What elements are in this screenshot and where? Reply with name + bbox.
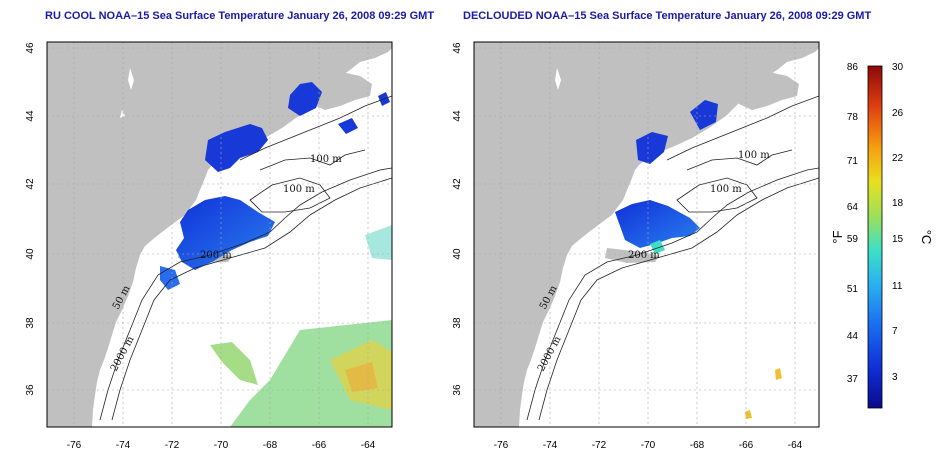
sst-region (160, 266, 180, 290)
contour-label: 100 m (710, 184, 742, 195)
colorbar-c-tick: 30 (892, 62, 904, 73)
colorbar-f-tick: 86 (847, 62, 859, 73)
colorbar: 86 78 71 64 59 51 44 37 30 26 22 18 15 1… (830, 62, 934, 409)
lake (128, 68, 134, 90)
colorbar-f-tick: 78 (847, 112, 859, 123)
lon-tick-label: -70 (214, 440, 229, 451)
lat-tick-label: 46 (452, 42, 463, 54)
depth-contour (666, 95, 819, 161)
sst-warm-streak (210, 342, 258, 385)
colorbar-c-tick: 26 (892, 108, 904, 119)
lake (555, 68, 561, 90)
colorbar-fahrenheit-label: °F (830, 230, 845, 243)
colorbar-f-tick: 37 (847, 374, 859, 385)
lon-tick-label: -72 (165, 440, 180, 451)
lat-tick-label: 42 (25, 178, 36, 190)
contour-label: 200 m (200, 250, 232, 261)
lon-tick-label: -64 (788, 440, 803, 451)
lat-tick-label: 38 (452, 317, 463, 329)
lon-tick-label: -68 (690, 440, 705, 451)
depth-contour (99, 167, 392, 421)
colorbar-f-tick: 44 (847, 331, 859, 342)
sst-cold-region (615, 200, 700, 248)
lon-tick-label: -74 (116, 440, 131, 451)
colorbar-f-tick: 71 (847, 156, 859, 167)
lon-tick-label: -76 (494, 440, 509, 451)
lat-tick-label: 36 (452, 384, 463, 396)
depth-contour (259, 149, 366, 171)
nova-scotia-land (727, 72, 799, 110)
lon-tick-label: -74 (543, 440, 558, 451)
map-frame (46, 41, 393, 428)
sst-speckle (365, 225, 392, 260)
colorbar-f-tick: 51 (847, 284, 859, 295)
sst-region (650, 240, 665, 254)
depth-contour (686, 149, 793, 171)
contour-label: 200 m (628, 250, 660, 261)
colorbar-c-tick: 7 (892, 326, 898, 337)
lat-tick-label: 42 (452, 178, 463, 190)
colorbar-c-tick: 22 (892, 153, 904, 164)
contour-label: 100 m (738, 150, 770, 161)
lon-tick-label: -72 (592, 440, 607, 451)
land-mass (47, 42, 392, 427)
lat-tick-label: 46 (25, 42, 36, 54)
lon-tick-label: -66 (739, 440, 754, 451)
lon-tick-label: -64 (361, 440, 376, 451)
sst-warm-speck (745, 410, 752, 419)
left-map-title: RU COOL NOAA–15 Sea Surface Temperature … (45, 10, 435, 22)
grid-lines (474, 42, 819, 427)
map-frame (473, 41, 820, 428)
contour-label: 100 m (310, 154, 342, 165)
colorbar-c-tick: 18 (892, 198, 904, 209)
depth-contour (239, 95, 392, 161)
lon-tick-label: -76 (67, 440, 82, 451)
lat-tick-label: 44 (452, 110, 463, 122)
lon-tick-label: -68 (263, 440, 278, 451)
sst-cold-region (636, 132, 668, 164)
colorbar-gradient (867, 65, 883, 409)
colorbar-f-tick: 59 (847, 234, 859, 245)
lat-tick-label: 40 (25, 248, 36, 260)
depth-contour (111, 177, 392, 421)
colorbar-c-tick: 3 (892, 372, 898, 383)
left-map: 100 m 100 m 200 m 50 m 2000 m -76 -74 -7… (25, 41, 393, 451)
lon-tick-label: -66 (312, 440, 327, 451)
colorbar-f-tick: 64 (847, 202, 859, 213)
contour-label: 100 m (283, 184, 315, 195)
colorbar-c-tick: 11 (892, 281, 903, 292)
right-map-title: DECLOUDED NOAA–15 Sea Surface Temperatur… (463, 10, 872, 22)
depth-contour (526, 167, 819, 421)
lat-tick-label: 44 (25, 110, 36, 122)
sst-warm-speckle (345, 362, 378, 392)
colorbar-celsius-label: °C (919, 230, 934, 245)
sst-region (338, 118, 358, 134)
right-map: 100 m 100 m 200 m 50 m 2000 m -76 -74 -7… (452, 41, 820, 451)
lat-tick-label: 40 (452, 248, 463, 260)
colorbar-c-tick: 15 (892, 234, 904, 245)
sst-cold-region (288, 82, 322, 116)
grid-lines (47, 42, 392, 427)
depth-contour (676, 177, 758, 213)
sst-warm-speck (775, 368, 782, 380)
depth-contour (538, 177, 819, 421)
sst-cold-region (205, 124, 268, 172)
lon-tick-label: -70 (641, 440, 656, 451)
land-mass (474, 42, 819, 427)
lat-tick-label: 36 (25, 384, 36, 396)
depth-contour (249, 177, 331, 213)
lat-tick-label: 38 (25, 317, 36, 329)
sst-cold-region (176, 196, 275, 270)
